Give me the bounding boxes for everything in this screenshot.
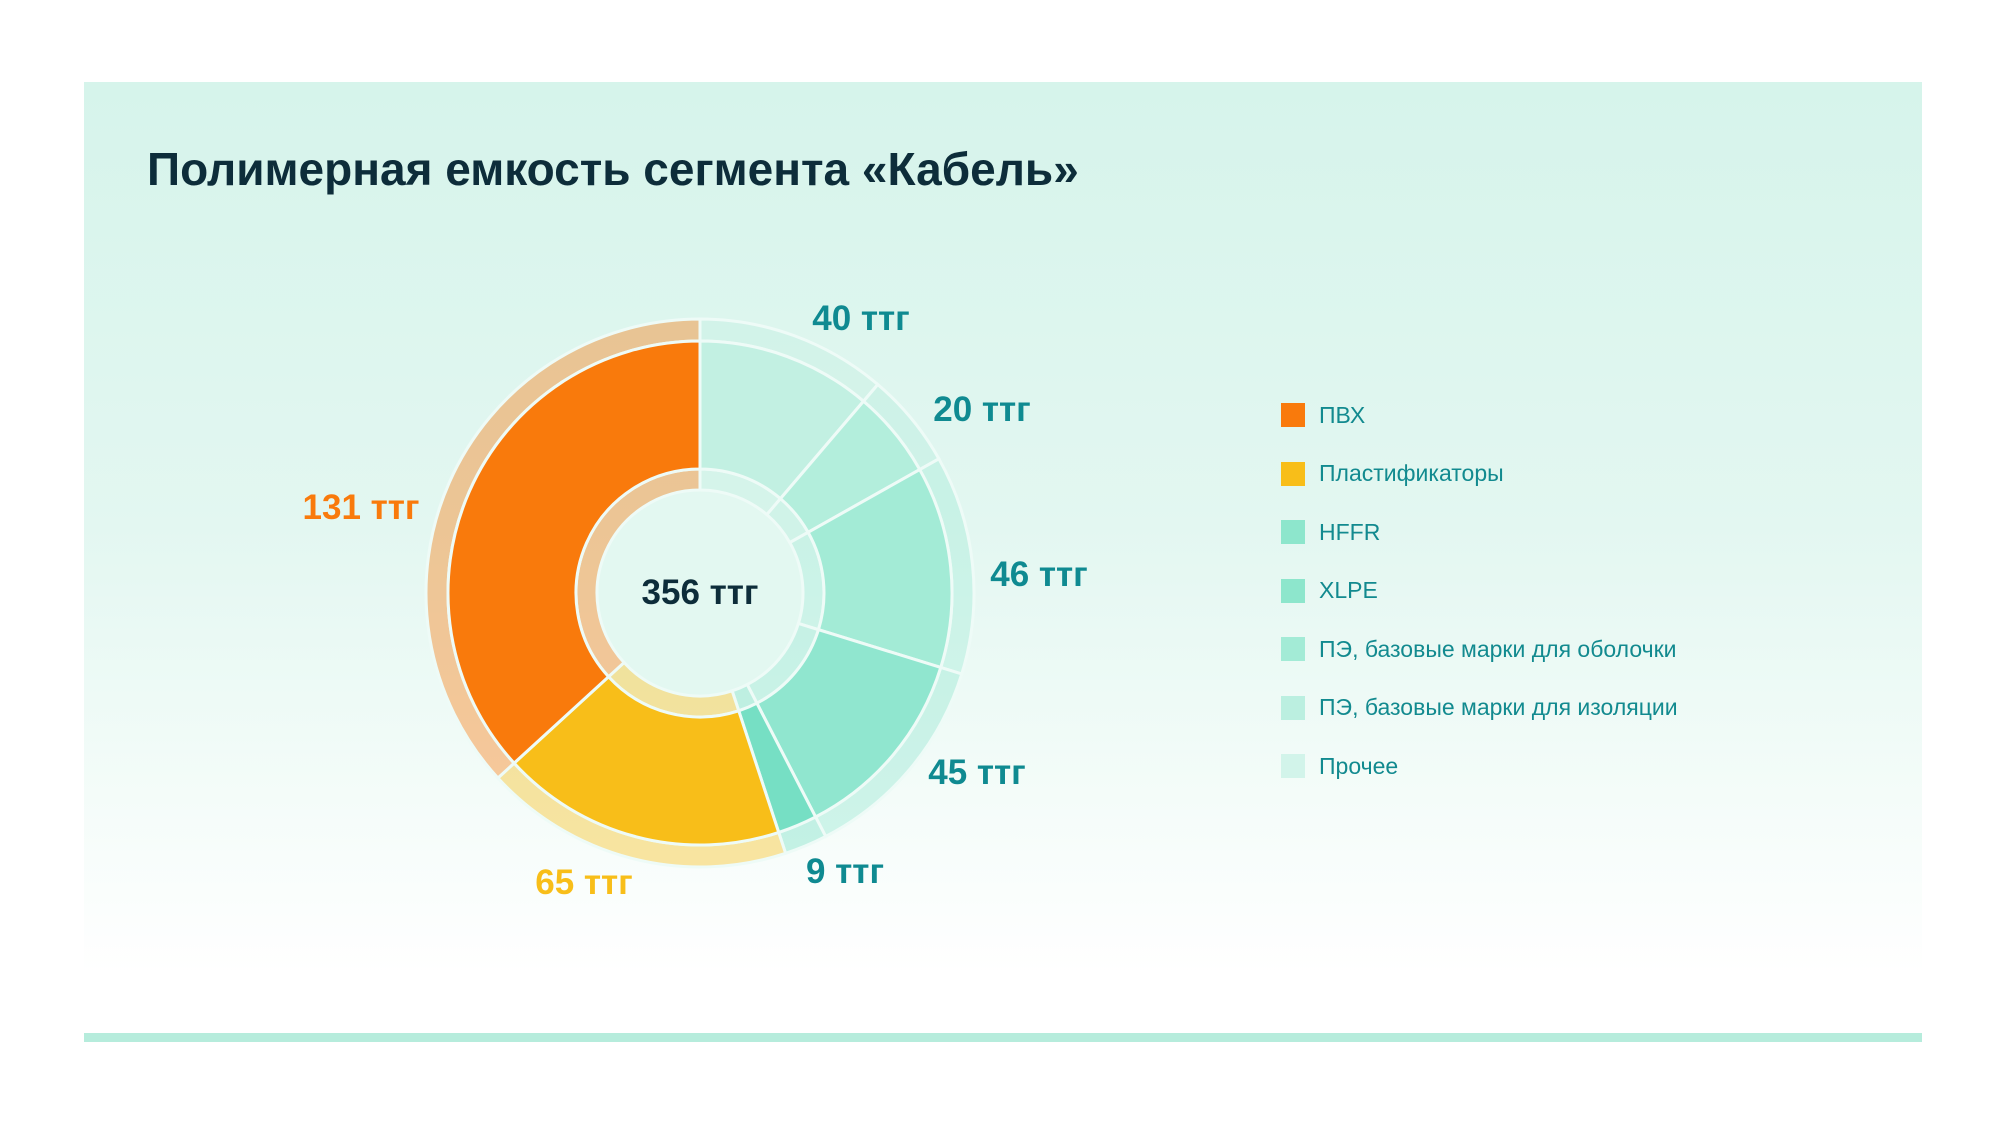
total-label: 356 ттг [641,573,759,612]
legend-swatch [1281,520,1305,545]
legend-item: ПВХ [1281,386,1678,445]
data-label: 46 ттг [990,555,1088,594]
legend-item: HFFR [1281,503,1678,562]
legend-item: ПЭ, базовые марки для оболочки [1281,620,1678,679]
legend-item: XLPE [1281,562,1678,621]
slice-6-segment[interactable] [446,339,702,766]
data-label: 65 ттг [535,863,633,902]
legend-label: XLPE [1319,577,1378,604]
data-label: 40 ттг [812,299,910,338]
data-label: 131 ттг [302,488,420,527]
donut-center [597,490,803,696]
legend-label: ПВХ [1319,401,1366,428]
legend-swatch [1281,461,1305,486]
slice-3-segment[interactable] [754,627,943,819]
legend-swatch [1281,403,1305,428]
legend-item: ПЭ, базовые марки для изоляции [1281,679,1678,738]
legend-swatch [1281,637,1305,662]
legend-swatch [1281,578,1305,603]
bottom-accent-bar [84,1033,1922,1042]
legend-label: Пластификаторы [1319,460,1504,487]
slide-panel [84,82,1922,974]
legend-swatch [1281,695,1305,720]
data-label: 20 ттг [933,390,1031,429]
page-title: Полимерная емкость сегмента «Кабель» [147,143,1079,195]
legend-item: Пластификаторы [1281,445,1678,504]
slice-2-segment[interactable] [806,467,954,670]
legend-label: ПЭ, базовые марки для оболочки [1319,635,1677,662]
data-label: 45 ттг [928,753,1026,792]
chart-legend: ПВХ Пластификаторы HFFR XLPE ПЭ, базовые мар… [1281,386,1678,796]
legend-swatch [1281,754,1305,779]
slice-5-segment[interactable] [512,674,781,847]
legend-label: Прочее [1319,752,1399,779]
legend-label: ПЭ, базовые марки для изоляции [1319,694,1678,721]
legend-label: HFFR [1319,518,1381,545]
legend-item: Прочее [1281,737,1678,796]
data-label: 9 ттг [805,852,885,891]
